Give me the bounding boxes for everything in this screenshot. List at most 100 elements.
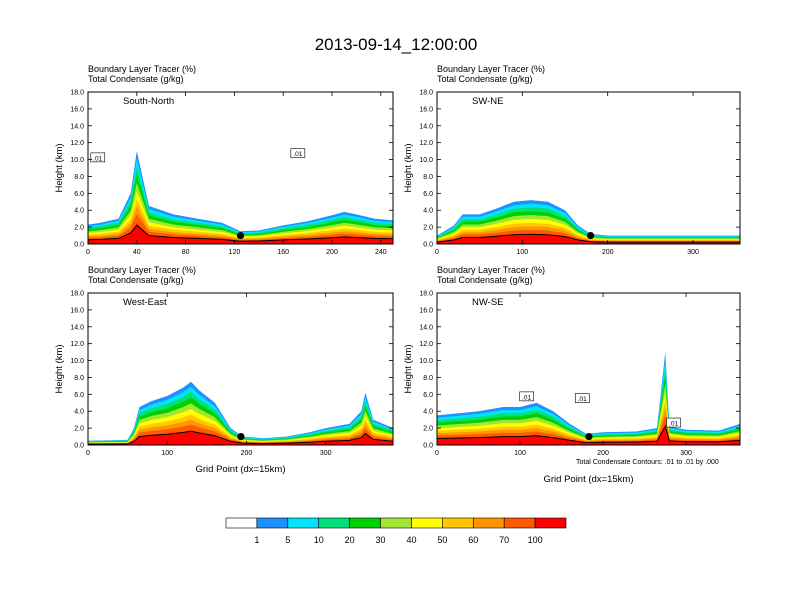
figure-title: 2013-09-14_12:00:00 xyxy=(315,35,478,54)
y-tick-label: 16.0 xyxy=(419,106,433,113)
location-marker xyxy=(587,231,595,240)
x-tick-label: 300 xyxy=(687,249,699,256)
x-tick-label: 100 xyxy=(517,249,529,256)
y-axis-label: Height (km) xyxy=(403,143,414,192)
terrain-line xyxy=(437,425,740,444)
x-tick-label: 120 xyxy=(229,249,241,256)
panel-label: South-North xyxy=(123,96,174,107)
panel-label: NW-SE xyxy=(472,297,504,308)
x-axis-label: Grid Point (dx=15km) xyxy=(195,464,285,475)
y-tick-label: 6.0 xyxy=(74,191,84,198)
contour-label-box xyxy=(519,391,534,402)
subtitle-tracer: Boundary Layer Tracer (%) xyxy=(437,64,545,74)
contour-label: .01 xyxy=(578,396,587,403)
y-tick-label: 0.0 xyxy=(423,242,433,249)
y-tick-label: 18.0 xyxy=(419,90,433,97)
colorbar: 1 5 10 20 30 40 50 60 70 100 xyxy=(225,517,567,545)
y-tick-label: 16.0 xyxy=(70,307,84,314)
y-tick-label: 16.0 xyxy=(419,307,433,314)
colorbar-swatch xyxy=(472,517,505,529)
plot-area xyxy=(88,293,393,445)
colorbar-swatch xyxy=(503,517,536,529)
contour-label: .01 xyxy=(93,155,102,162)
y-tick-label: 16.0 xyxy=(70,106,84,113)
x-tick-label: 40 xyxy=(133,249,141,256)
x-tick-label: 0 xyxy=(86,450,90,457)
panel-sw-ne: Boundary Layer Tracer (%)Total Condensat… xyxy=(403,64,741,256)
x-tick-label: 240 xyxy=(375,249,387,256)
plot-area: .01 .01 .01 xyxy=(437,293,740,445)
y-tick-label: 6.0 xyxy=(423,191,433,198)
colorbar-swatch xyxy=(442,517,474,529)
terrain-line xyxy=(88,430,393,445)
panel-west-east: Boundary Layer Tracer (%)Total Condensat… xyxy=(54,265,394,475)
y-tick-label: 10.0 xyxy=(419,358,433,365)
y-tick-label: 12.0 xyxy=(70,140,84,147)
y-tick-label: 12.0 xyxy=(70,341,84,348)
y-tick-label: 12.0 xyxy=(419,341,433,348)
y-tick-label: 8.0 xyxy=(423,375,433,382)
x-tick-label: 200 xyxy=(241,450,253,457)
contour-label-box xyxy=(290,148,306,158)
x-tick-label: 160 xyxy=(277,249,289,256)
colorbar-label: 70 xyxy=(499,535,509,545)
x-tick-label: 100 xyxy=(161,450,173,457)
y-tick-label: 14.0 xyxy=(419,123,433,130)
y-tick-label: 4.0 xyxy=(74,208,84,215)
location-marker xyxy=(236,231,245,240)
x-tick-label: 100 xyxy=(514,450,526,457)
x-tick-label: 200 xyxy=(326,249,338,256)
contour-label-box xyxy=(574,393,590,403)
y-tick-label: 8.0 xyxy=(74,174,84,181)
y-tick-label: 4.0 xyxy=(423,409,433,416)
y-tick-label: 2.0 xyxy=(74,426,84,433)
y-tick-label: 0.0 xyxy=(74,242,84,249)
y-tick-label: 4.0 xyxy=(74,409,84,416)
y-axis-label: Height (km) xyxy=(403,344,414,393)
y-tick-label: 14.0 xyxy=(419,324,433,331)
colorbar-swatch xyxy=(380,517,412,529)
y-tick-label: 6.0 xyxy=(74,392,84,399)
colorbar-label: 30 xyxy=(376,535,386,545)
colorbar-swatch xyxy=(256,517,289,529)
colorbar-swatch xyxy=(534,517,567,529)
y-tick-label: 2.0 xyxy=(423,225,433,232)
plot-frame xyxy=(436,292,741,446)
panel-south-north: Boundary Layer Tracer (%)Total Condensat… xyxy=(54,64,394,256)
plot-area xyxy=(437,92,740,244)
y-tick-label: 14.0 xyxy=(70,123,84,130)
x-tick-label: 300 xyxy=(680,450,692,457)
contour-label: .01 xyxy=(522,394,531,401)
colorbar-label: 60 xyxy=(468,535,478,545)
terrain-line xyxy=(88,224,393,242)
x-tick-label: 0 xyxy=(435,450,439,457)
subtitle-tracer: Boundary Layer Tracer (%) xyxy=(88,265,196,275)
subtitle-tracer: Boundary Layer Tracer (%) xyxy=(88,64,196,74)
panels: Boundary Layer Tracer (%)Total Condensat… xyxy=(54,64,741,485)
colorbar-swatch xyxy=(349,517,381,529)
y-tick-label: 18.0 xyxy=(70,90,84,97)
plot-area: .01 .01 xyxy=(88,92,393,244)
plot-frame xyxy=(87,292,394,446)
panel-label: SW-NE xyxy=(472,96,504,107)
y-tick-label: 18.0 xyxy=(419,291,433,298)
panel-nw-se: Boundary Layer Tracer (%)Total Condensat… xyxy=(403,265,741,485)
colorbar-label: 100 xyxy=(528,535,543,545)
colorbar-label: 40 xyxy=(406,535,416,545)
y-tick-label: 2.0 xyxy=(74,225,84,232)
contour-note: Total Condensate Contours: .01 to .01 by… xyxy=(576,459,719,466)
y-tick-label: 8.0 xyxy=(74,375,84,382)
y-tick-label: 6.0 xyxy=(423,392,433,399)
y-tick-label: 12.0 xyxy=(419,140,433,147)
colorbar-swatch xyxy=(318,517,350,529)
location-marker xyxy=(237,432,245,441)
y-tick-label: 0.0 xyxy=(423,443,433,450)
subtitle-condensate: Total Condensate (g/kg) xyxy=(88,275,184,285)
contour-label-box xyxy=(90,152,106,163)
tracer-band-100 xyxy=(437,424,740,445)
colorbar-label: 10 xyxy=(314,535,324,545)
tracer-band-100 xyxy=(437,234,740,244)
subtitle-condensate: Total Condensate (g/kg) xyxy=(437,275,533,285)
x-tick-label: 0 xyxy=(86,249,90,256)
